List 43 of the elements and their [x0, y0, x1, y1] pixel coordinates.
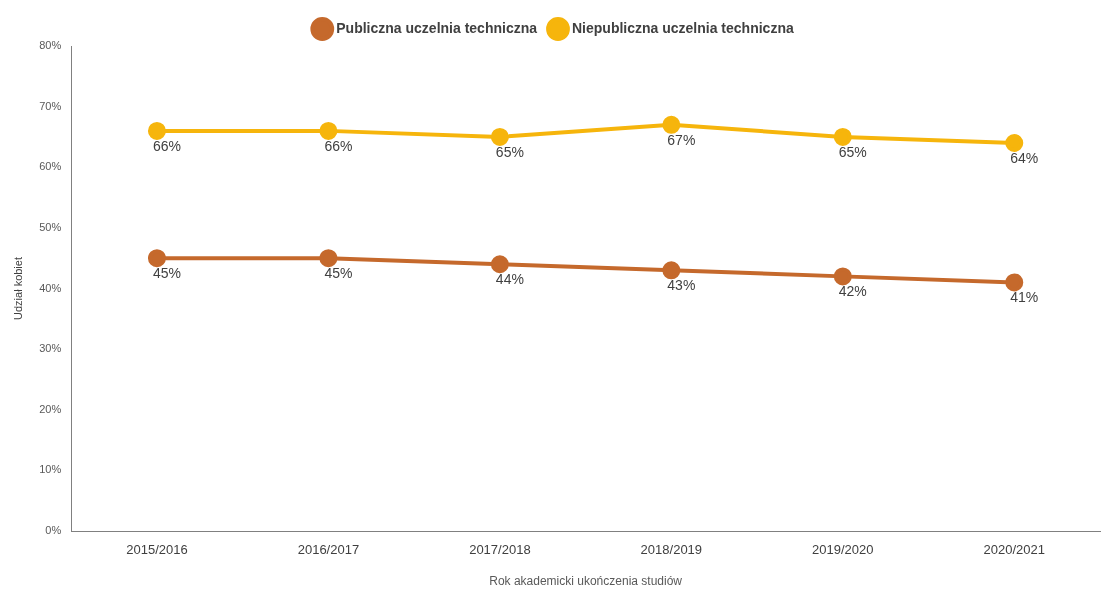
data-label: 42%: [838, 283, 867, 300]
data-label: 66%: [324, 137, 353, 154]
point: [833, 267, 852, 286]
point: [662, 261, 681, 280]
x-axis-title: Rok akademicki ukończenia studiów: [489, 574, 683, 589]
x-tick-label: 2018/2019: [640, 542, 703, 558]
data-label: 66%: [152, 137, 181, 154]
y-tick-label: 20%: [39, 402, 62, 415]
y-tick-label: 40%: [39, 281, 62, 294]
data-label: 67%: [667, 131, 696, 148]
y-tick-label: 80%: [39, 39, 62, 52]
point: [319, 249, 338, 268]
point: [319, 121, 338, 140]
data-label: 43%: [667, 277, 696, 294]
x-tick-label: 2017/2018: [469, 542, 531, 558]
y-tick-label: 50%: [39, 220, 62, 233]
point: [147, 121, 166, 140]
data-label: 45%: [324, 265, 353, 282]
point: [490, 127, 509, 146]
point: [1005, 134, 1024, 152]
y-tick-label: 60%: [39, 160, 62, 173]
legend-label: Publiczna uczelnia techniczna: [336, 19, 538, 36]
point: [490, 255, 509, 274]
y-tick-label: 0%: [45, 524, 62, 537]
x-tick-label: 2016/2017: [297, 542, 360, 558]
data-label: 41%: [1010, 289, 1039, 306]
data-label: 64%: [1010, 149, 1039, 166]
point: [1005, 273, 1024, 292]
y-axis-title: Udział kobiet: [11, 257, 24, 320]
point: [147, 249, 166, 268]
data-label: 65%: [838, 143, 867, 160]
x-tick-label: 2019/2020: [812, 542, 874, 558]
y-tick-label: 10%: [39, 463, 62, 476]
data-label: 44%: [495, 271, 524, 288]
x-tick-label: 2015/2016: [126, 542, 188, 558]
legend-label: Niepubliczna uczelnia techniczna: [572, 19, 794, 36]
data-label: 65%: [495, 143, 524, 160]
x-tick-label: 2020/2021: [983, 542, 1045, 558]
point: [662, 115, 681, 134]
point: [833, 127, 852, 146]
y-tick-label: 30%: [39, 342, 62, 355]
y-tick-label: 70%: [39, 99, 62, 112]
data-label: 45%: [152, 265, 181, 282]
